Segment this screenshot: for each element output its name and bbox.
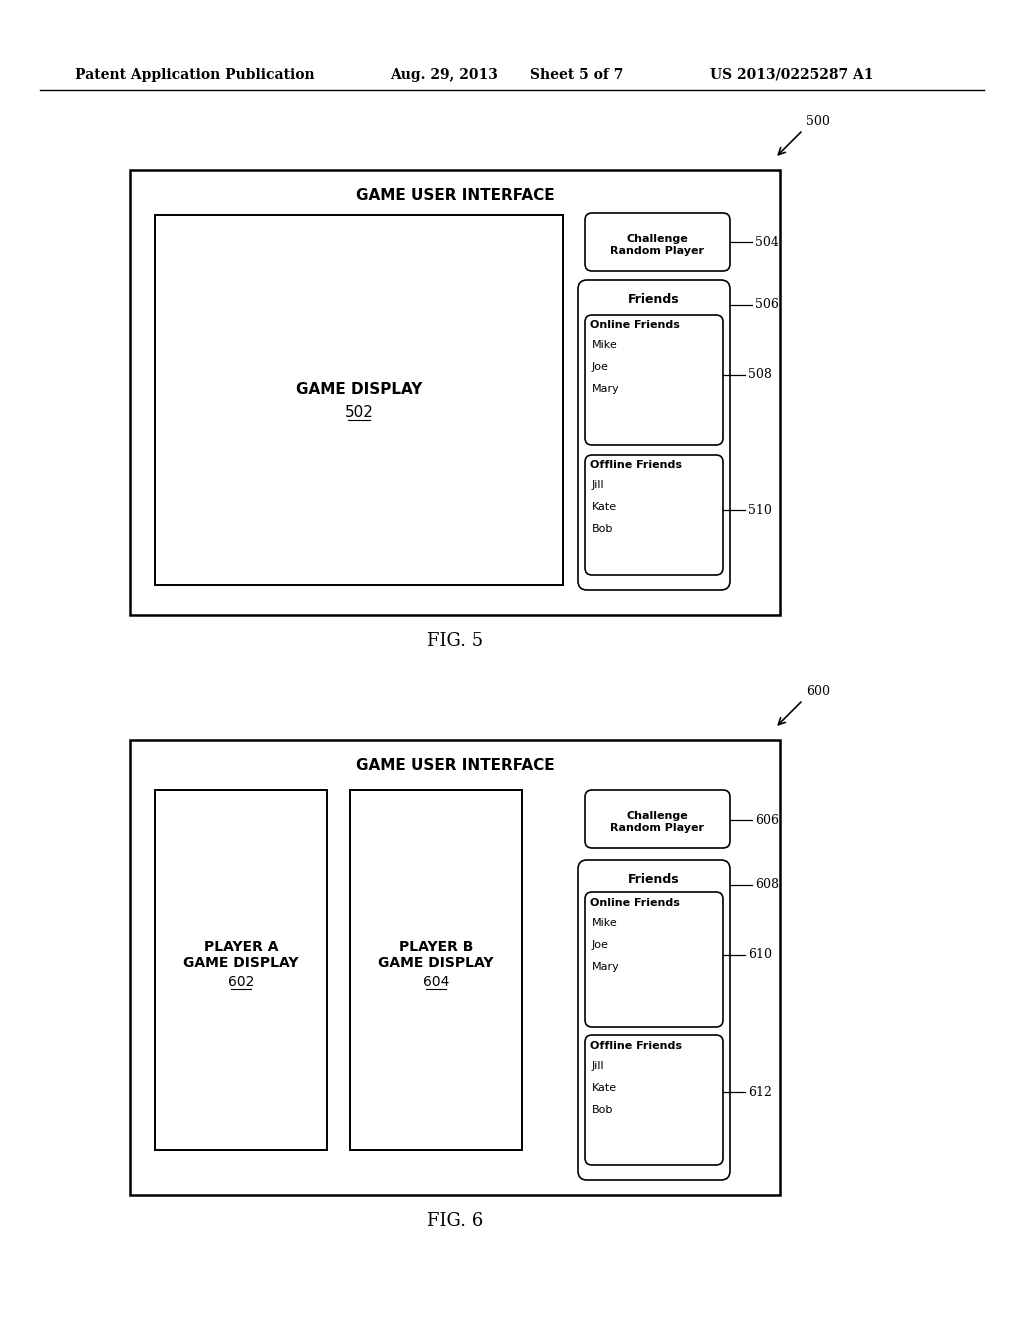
- Text: Joe: Joe: [592, 362, 609, 372]
- Text: Jill: Jill: [592, 480, 604, 490]
- Bar: [130, 741, 780, 1195]
- Text: 504: 504: [755, 235, 779, 248]
- Text: GAME USER INTERFACE: GAME USER INTERFACE: [355, 758, 554, 774]
- Bar: [155, 789, 327, 1150]
- FancyBboxPatch shape: [578, 280, 730, 590]
- Text: Kate: Kate: [592, 1082, 617, 1093]
- Text: Online Friends: Online Friends: [590, 898, 680, 908]
- Text: Patent Application Publication: Patent Application Publication: [75, 69, 314, 82]
- Text: Challenge
Random Player: Challenge Random Player: [610, 234, 705, 256]
- Text: Online Friends: Online Friends: [590, 319, 680, 330]
- Text: Bob: Bob: [592, 524, 613, 535]
- Text: Mike: Mike: [592, 917, 617, 928]
- FancyBboxPatch shape: [585, 455, 723, 576]
- FancyBboxPatch shape: [585, 892, 723, 1027]
- Text: PLAYER B
GAME DISPLAY: PLAYER B GAME DISPLAY: [378, 940, 494, 970]
- Text: PLAYER A
GAME DISPLAY: PLAYER A GAME DISPLAY: [183, 940, 299, 970]
- Text: Kate: Kate: [592, 502, 617, 512]
- Text: 500: 500: [806, 115, 829, 128]
- Text: Friends: Friends: [628, 873, 680, 886]
- FancyBboxPatch shape: [585, 315, 723, 445]
- Text: Mary: Mary: [592, 962, 620, 972]
- Text: 508: 508: [748, 368, 772, 381]
- Text: 506: 506: [755, 298, 779, 312]
- Text: Mary: Mary: [592, 384, 620, 393]
- Text: Bob: Bob: [592, 1105, 613, 1115]
- Text: Friends: Friends: [628, 293, 680, 306]
- Text: FIG. 6: FIG. 6: [427, 1212, 483, 1230]
- Text: Offline Friends: Offline Friends: [590, 459, 682, 470]
- FancyBboxPatch shape: [585, 789, 730, 847]
- Text: Offline Friends: Offline Friends: [590, 1041, 682, 1051]
- FancyBboxPatch shape: [578, 861, 730, 1180]
- Bar: [350, 789, 522, 1150]
- Text: Challenge
Random Player: Challenge Random Player: [610, 810, 705, 833]
- Text: 612: 612: [748, 1085, 772, 1098]
- Text: 608: 608: [755, 879, 779, 891]
- Text: US 2013/0225287 A1: US 2013/0225287 A1: [710, 69, 873, 82]
- Text: 606: 606: [755, 813, 779, 826]
- Text: 602: 602: [227, 975, 254, 989]
- Text: Joe: Joe: [592, 940, 609, 950]
- Text: Aug. 29, 2013: Aug. 29, 2013: [390, 69, 498, 82]
- Text: Sheet 5 of 7: Sheet 5 of 7: [530, 69, 624, 82]
- FancyBboxPatch shape: [585, 1035, 723, 1166]
- Text: 604: 604: [423, 975, 450, 989]
- Text: 610: 610: [748, 949, 772, 961]
- Text: GAME USER INTERFACE: GAME USER INTERFACE: [355, 187, 554, 203]
- Bar: [130, 170, 780, 615]
- Text: Jill: Jill: [592, 1061, 604, 1071]
- Text: 600: 600: [806, 685, 830, 698]
- Text: 510: 510: [748, 503, 772, 516]
- Bar: [155, 215, 563, 585]
- Text: GAME DISPLAY: GAME DISPLAY: [296, 383, 422, 397]
- Text: Mike: Mike: [592, 341, 617, 350]
- Text: 502: 502: [344, 405, 374, 420]
- Text: FIG. 5: FIG. 5: [427, 632, 483, 649]
- FancyBboxPatch shape: [585, 213, 730, 271]
